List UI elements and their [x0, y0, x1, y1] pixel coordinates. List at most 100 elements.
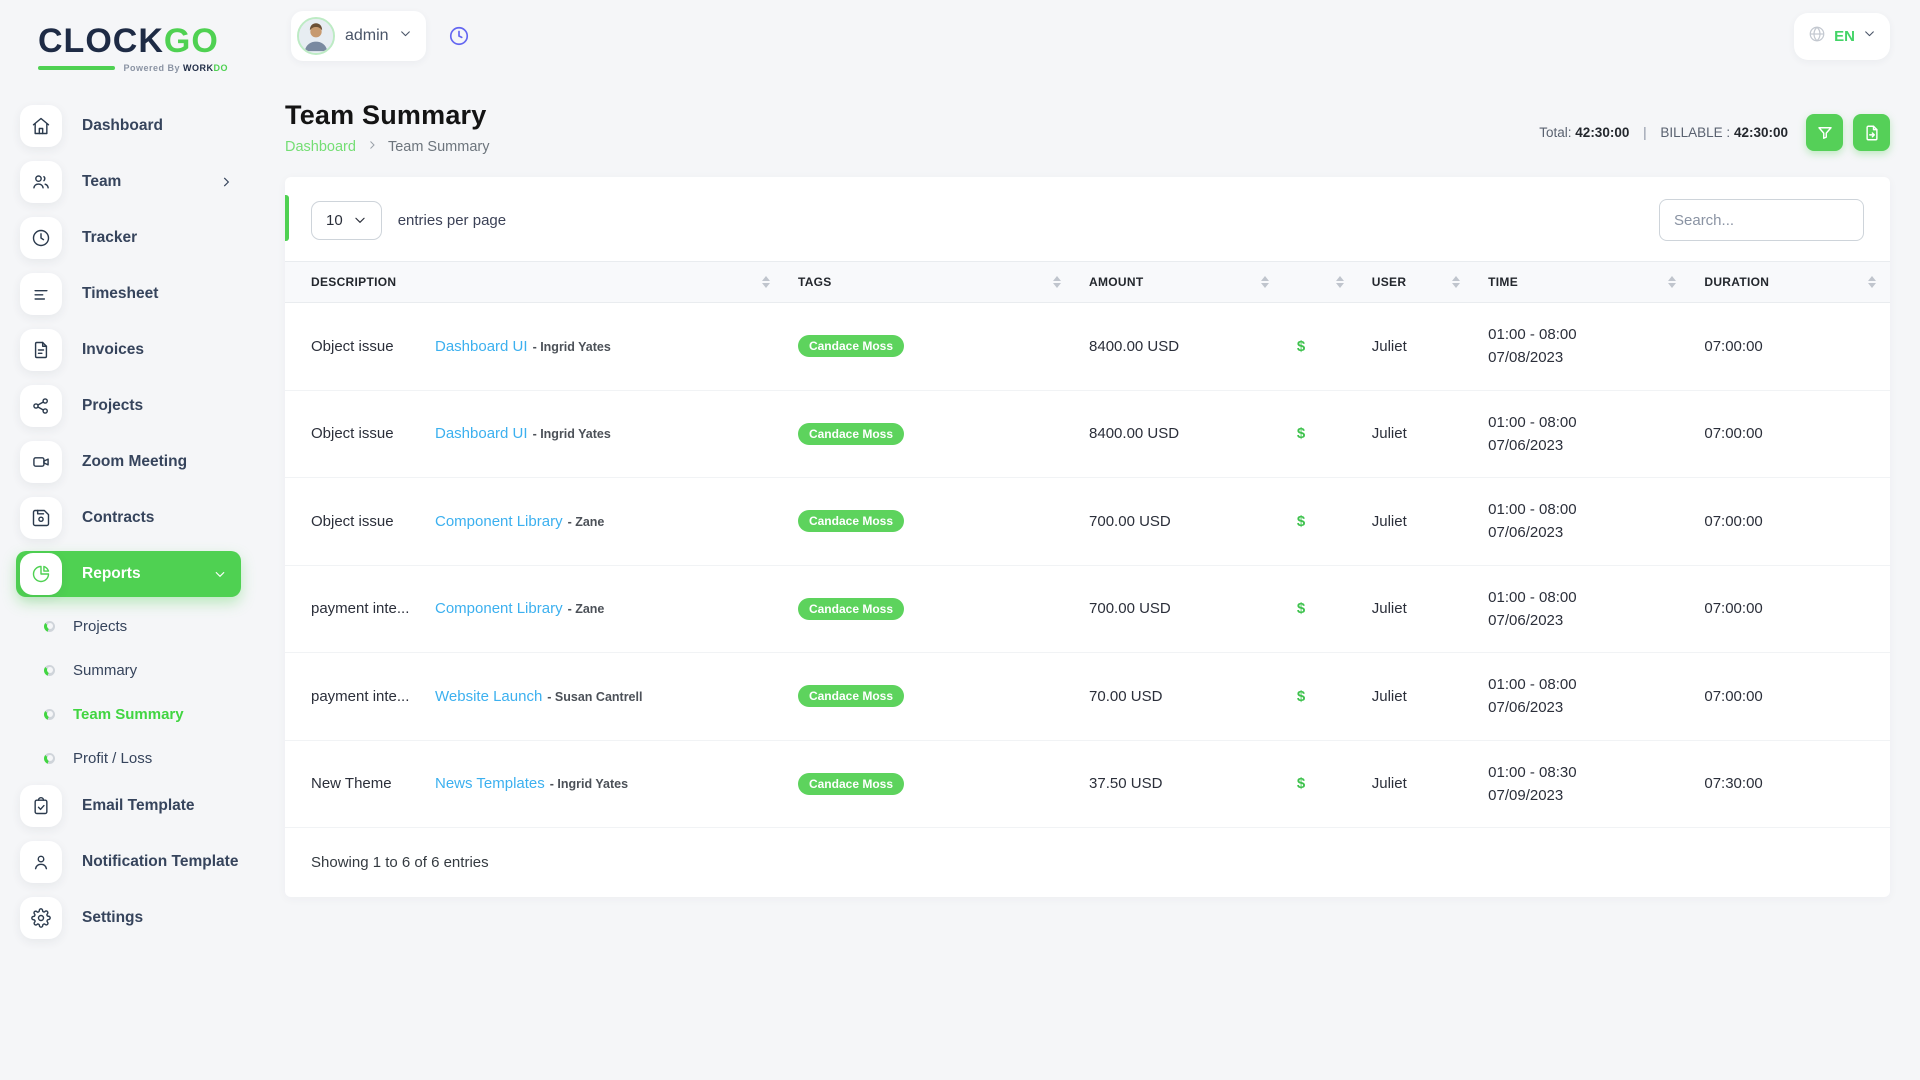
sidebar-item-notification-template[interactable]: Notification Template: [16, 839, 285, 885]
user-name: Juliet: [1372, 775, 1407, 792]
entries-per-page-select[interactable]: 10: [311, 201, 382, 240]
bullet-icon: [44, 621, 55, 632]
client-name: - Ingrid Yates: [533, 340, 611, 354]
amount-value: 8400.00 USD: [1089, 425, 1179, 442]
amount-value: 37.50 USD: [1089, 775, 1162, 792]
sort-icon: [762, 276, 770, 288]
column-header-description[interactable]: DESCRIPTION: [285, 262, 784, 303]
column-header-currency[interactable]: [1283, 262, 1358, 303]
funnel-icon: [1816, 124, 1834, 142]
dollar-icon: $: [1297, 688, 1305, 705]
page-header-actions: Total: 42:30:00 | BILLABLE : 42:30:00: [1539, 100, 1890, 151]
export-button[interactable]: [1853, 114, 1890, 151]
project-link[interactable]: Component Library: [435, 513, 563, 530]
billable-value: 42:30:00: [1734, 125, 1788, 140]
sidebar-subitem-profit-loss[interactable]: Profit / Loss: [44, 739, 285, 777]
sidebar-item-tracker[interactable]: Tracker: [16, 215, 285, 261]
time-date: 07/08/2023: [1488, 346, 1676, 369]
sidebar-item-team[interactable]: Team: [16, 159, 285, 205]
project-link[interactable]: Component Library: [435, 600, 563, 617]
tracker-clock-icon[interactable]: [448, 25, 470, 47]
amount-value: 700.00 USD: [1089, 600, 1171, 617]
sidebar-item-label: Settings: [82, 909, 143, 927]
sidebar-subitem-summary[interactable]: Summary: [44, 651, 285, 689]
breadcrumb-dashboard-link[interactable]: Dashboard: [285, 139, 356, 155]
brand-name: CLOCKGO: [38, 22, 285, 61]
project-link[interactable]: Website Launch: [435, 688, 542, 705]
description-text: Object issue: [311, 425, 429, 442]
chevron-down-icon: [213, 567, 227, 581]
user-menu[interactable]: admin: [291, 11, 426, 61]
amount-value: 700.00 USD: [1089, 513, 1171, 530]
clock-icon: [20, 217, 62, 259]
table-row: Object issue Dashboard UI- Ingrid Yates …: [285, 303, 1890, 391]
sidebar: CLOCKGO Powered By WORKDO Dashboard Team…: [0, 0, 285, 1080]
sidebar-subitem-label: Projects: [73, 618, 127, 635]
language-selector[interactable]: EN: [1794, 13, 1890, 60]
brand-name-go: GO: [164, 22, 219, 60]
sidebar-item-dashboard[interactable]: Dashboard: [16, 103, 285, 149]
sidebar-item-reports[interactable]: Reports: [16, 551, 241, 597]
sidebar-item-settings[interactable]: Settings: [16, 895, 285, 941]
dollar-icon: $: [1297, 600, 1305, 617]
dollar-icon: $: [1297, 338, 1305, 355]
client-name: - Susan Cantrell: [547, 690, 642, 704]
time-range: 01:00 - 08:00: [1488, 498, 1676, 521]
sidebar-item-label: Timesheet: [82, 285, 158, 303]
client-name: - Zane: [568, 602, 605, 616]
tag-badge: Candace Moss: [798, 685, 904, 707]
table-footer: Showing 1 to 6 of 6 entries: [285, 828, 1890, 897]
bullet-icon: [44, 665, 55, 676]
workdo-brand-part2: DO: [214, 63, 229, 73]
amount-value: 70.00 USD: [1089, 688, 1162, 705]
chevron-down-icon: [399, 27, 412, 45]
sort-icon: [1053, 276, 1061, 288]
column-header-user[interactable]: USER: [1358, 262, 1474, 303]
sidebar-item-label: Reports: [82, 565, 141, 583]
project-link[interactable]: Dashboard UI: [435, 425, 528, 442]
breadcrumb: Dashboard Team Summary: [285, 139, 489, 155]
sidebar-subitem-team-summary[interactable]: Team Summary: [44, 695, 285, 733]
sort-icon: [1452, 276, 1460, 288]
search-input[interactable]: [1659, 199, 1864, 241]
column-header-duration[interactable]: DURATION: [1690, 262, 1890, 303]
topbar: admin EN: [285, 0, 1890, 72]
sidebar-item-contracts[interactable]: Contracts: [16, 495, 285, 541]
time-range: 01:00 - 08:30: [1488, 761, 1676, 784]
client-name: - Ingrid Yates: [533, 427, 611, 441]
team-summary-table: DESCRIPTION TAGS AMOUNT USER TIME DURATI…: [285, 261, 1890, 828]
file-export-icon: [1863, 124, 1881, 142]
sidebar-item-label: Notification Template: [82, 853, 238, 871]
brand-logo: CLOCKGO Powered By WORKDO: [16, 14, 285, 77]
tag-badge: Candace Moss: [798, 423, 904, 445]
total-label: Total:: [1539, 125, 1571, 140]
filter-button[interactable]: [1806, 114, 1843, 151]
description-text: payment inte...: [311, 600, 429, 617]
card-accent-bar: [285, 195, 289, 241]
tag-badge: Candace Moss: [798, 598, 904, 620]
sidebar-item-zoom-meeting[interactable]: Zoom Meeting: [16, 439, 285, 485]
sidebar-subitem-projects[interactable]: Projects: [44, 607, 285, 645]
sidebar-item-label: Invoices: [82, 341, 144, 359]
table-row: payment inte... Website Launch- Susan Ca…: [285, 653, 1890, 741]
project-link[interactable]: News Templates: [435, 775, 545, 792]
sidebar-item-label: Contracts: [82, 509, 154, 527]
sidebar-item-email-template[interactable]: Email Template: [16, 783, 285, 829]
sidebar-item-timesheet[interactable]: Timesheet: [16, 271, 285, 317]
globe-icon: [1808, 25, 1826, 48]
table-row: Object issue Dashboard UI- Ingrid Yates …: [285, 390, 1890, 478]
time-date: 07/06/2023: [1488, 696, 1676, 719]
sort-icon: [1868, 276, 1876, 288]
project-link[interactable]: Dashboard UI: [435, 338, 528, 355]
dollar-icon: $: [1297, 775, 1305, 792]
pie-chart-icon: [20, 553, 62, 595]
sidebar-item-invoices[interactable]: Invoices: [16, 327, 285, 373]
column-header-time[interactable]: TIME: [1474, 262, 1690, 303]
billable-label: BILLABLE :: [1660, 125, 1730, 140]
sidebar-item-projects[interactable]: Projects: [16, 383, 285, 429]
share-icon: [20, 385, 62, 427]
column-header-tags[interactable]: TAGS: [784, 262, 1075, 303]
sidebar-item-label: Dashboard: [82, 117, 163, 135]
sort-icon: [1336, 276, 1344, 288]
column-header-amount[interactable]: AMOUNT: [1075, 262, 1283, 303]
